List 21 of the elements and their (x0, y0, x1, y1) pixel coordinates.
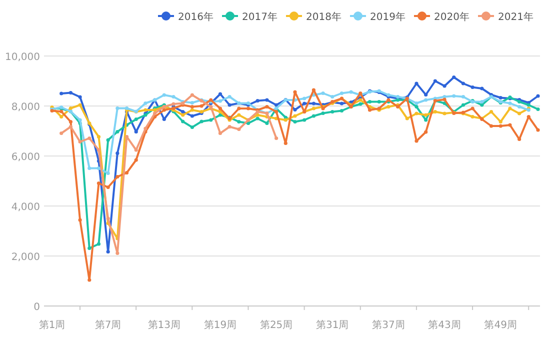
y-tick-label: 0 (34, 302, 40, 313)
x-tick-label: 第19周 (204, 319, 237, 331)
y-tick-label: 8,000 (11, 102, 40, 113)
x-tick-label: 第25周 (260, 319, 293, 331)
legend-label: 2019年 (370, 11, 406, 23)
x-tick-label: 第31周 (316, 319, 349, 331)
y-tick-label: 6,000 (11, 152, 40, 163)
legend-label: 2016年 (178, 11, 214, 23)
y-tick-label: 2,000 (11, 252, 40, 263)
legend-label: 2018年 (306, 11, 342, 23)
x-tick-label: 第1周 (38, 319, 66, 331)
y-tick-label: 10,000 (5, 52, 40, 63)
x-tick-label: 第37周 (372, 319, 405, 331)
x-tick-label: 第13周 (148, 319, 181, 331)
x-tick-label: 第7周 (94, 319, 122, 331)
legend-label: 2021年 (498, 11, 534, 23)
legend-label: 2017年 (242, 11, 278, 23)
y-tick-label: 4,000 (11, 202, 40, 213)
x-tick-label: 第43周 (428, 319, 461, 331)
legend-label: 2020年 (434, 11, 470, 23)
x-tick-label: 第49周 (484, 319, 517, 331)
